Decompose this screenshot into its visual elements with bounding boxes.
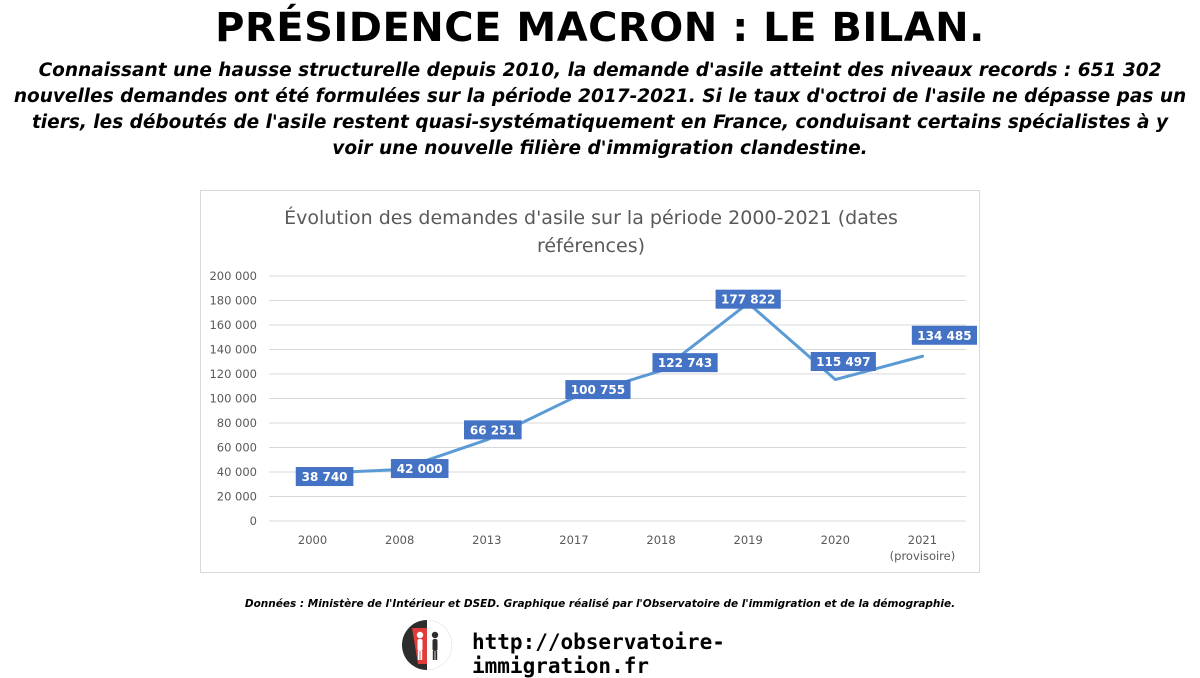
- data-label-2019: 177 822: [721, 293, 775, 307]
- data-label-2017: 100 755: [571, 383, 625, 397]
- data-label-2020: 115 497: [816, 355, 870, 369]
- data-label-2013: 66 251: [470, 423, 516, 437]
- x-tick-label-2020: 2020: [821, 533, 850, 547]
- data-label-box-2021: [911, 325, 978, 345]
- y-tick-label-8: 160 000: [209, 318, 257, 332]
- data-point-2020: [833, 378, 837, 382]
- x-tick-label-2017: 2017: [559, 533, 588, 547]
- data-label-box-2020: [810, 352, 876, 372]
- y-tick-label-6: 120 000: [209, 367, 257, 381]
- y-tick-label-4: 80 000: [217, 416, 257, 430]
- chart-container: Évolution des demandes d'asile sur la pé…: [200, 190, 980, 573]
- asylum-requests-line-chart: Évolution des demandes d'asile sur la pé…: [209, 206, 978, 563]
- data-label-box-2017: [565, 380, 631, 400]
- page-headline: PRÉSIDENCE MACRON : LE BILAN.: [215, 5, 985, 51]
- x-tick-label-2008: 2008: [385, 533, 414, 547]
- chart-title-line-2: références): [537, 235, 645, 257]
- x-tick-label-2018: 2018: [646, 533, 675, 547]
- y-tick-label-9: 180 000: [209, 294, 257, 308]
- data-label-box-2019: [715, 289, 781, 309]
- data-label-box-2008: [390, 459, 449, 479]
- intro-paragraph: Connaissant une hausse structurelle depu…: [13, 60, 1187, 159]
- x-tick-label-2019: 2019: [734, 533, 763, 547]
- data-label-box-2000: [295, 467, 354, 487]
- y-tick-label-1: 20 000: [217, 490, 257, 504]
- data-label-2000: 38 740: [302, 470, 348, 484]
- data-credits: Données : Ministère de l'Intérieur et DS…: [244, 598, 956, 610]
- data-label-box-2013: [464, 420, 522, 440]
- x-tick-label-2021: 2021: [908, 533, 937, 547]
- footer: http://observatoire-immigration.fr: [400, 618, 900, 678]
- chart-title-line-1: Évolution des demandes d'asile sur la pé…: [284, 206, 898, 229]
- observatoire-logo-icon: [402, 620, 452, 670]
- x-tick-label-2000: 2000: [298, 533, 327, 547]
- data-label-2021: 134 485: [917, 329, 971, 343]
- x-tick-label-2013: 2013: [472, 533, 501, 547]
- y-tick-label-3: 60 000: [217, 441, 257, 455]
- y-tick-label-10: 200 000: [209, 269, 257, 283]
- data-label-2018: 122 743: [658, 356, 712, 370]
- data-label-box-2018: [652, 353, 718, 373]
- site-url-link[interactable]: http://observatoire-immigration.fr: [472, 630, 725, 678]
- x-tick-sublabel-2021: (provisoire): [890, 549, 956, 563]
- data-point-2021: [920, 354, 924, 358]
- y-tick-label-5: 100 000: [209, 392, 257, 406]
- y-tick-label-2: 40 000: [217, 465, 257, 479]
- data-label-2008: 42 000: [397, 462, 443, 476]
- y-tick-label-0: 0: [250, 514, 257, 528]
- y-tick-label-7: 140 000: [209, 343, 257, 357]
